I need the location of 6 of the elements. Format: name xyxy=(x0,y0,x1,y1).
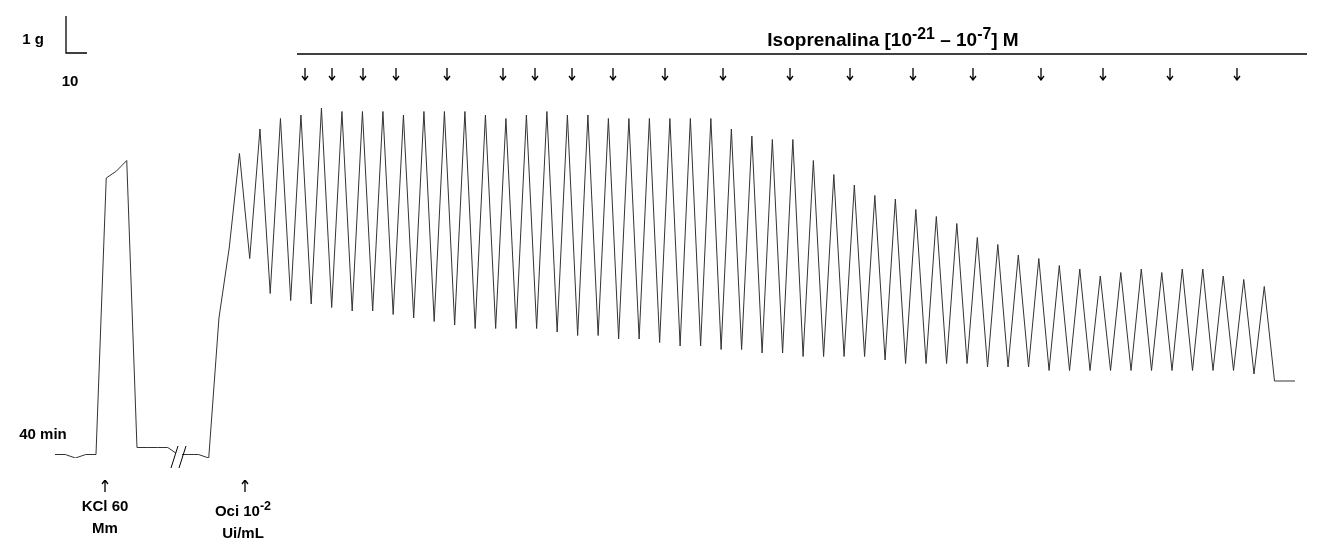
text: 1 g xyxy=(21,29,45,49)
text: Oci 10$^{-2}$ Ui/mL xyxy=(213,498,273,543)
text: 10 xyxy=(60,71,80,91)
text: KCl 60 Mm xyxy=(80,496,130,538)
chart-title: Isoprenalina [10$^{-21}$ – 10$^{-7}$] M xyxy=(766,24,1020,53)
annotation: 40 min xyxy=(18,424,68,444)
